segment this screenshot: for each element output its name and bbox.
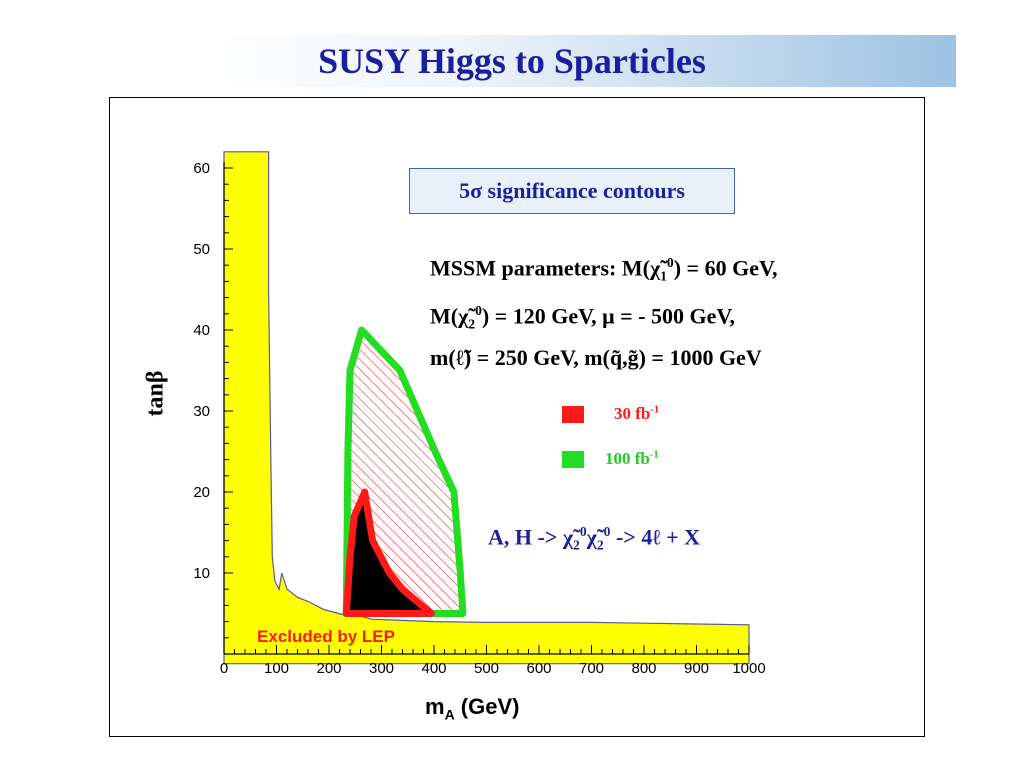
x-tick-label: 700 <box>579 660 604 677</box>
process-chi-2: χ̃ <box>586 524 597 550</box>
params-line-2-end: ) = 120 GeV, μ = - 500 GeV, <box>481 303 735 329</box>
process-chi-2-sub: 2 <box>596 537 604 553</box>
x-tick-label: 300 <box>369 660 394 677</box>
y-axis-title: tanβ <box>142 370 169 417</box>
x-tick-label: 200 <box>316 660 341 677</box>
params-line-2-start: M( <box>430 303 459 329</box>
process-label: A, H -> χ̃20χ̃20 -> 4ℓ + X <box>488 524 700 554</box>
mssm-parameters: MSSM parameters: M(χ̃10) = 60 GeV, M(χ̃2… <box>430 246 910 375</box>
chi1-symbol: χ̃ <box>649 255 661 281</box>
process-chi-1: χ̃ <box>562 524 574 550</box>
x-tick-label: 500 <box>474 660 499 677</box>
params-line-1: MSSM parameters: M(χ̃10) = 60 GeV, <box>430 246 910 294</box>
title-bar <box>195 35 956 87</box>
params-line-3: m(ℓ̃) = 250 GeV, m(q̃,g̃) = 1000 GeV <box>430 345 762 371</box>
chi1-subscript: 1 <box>660 268 667 284</box>
legend-swatch-30fb <box>562 406 584 423</box>
legend-label-30fb: 30 fb-1 <box>614 404 659 424</box>
legend-label-30fb-sup: -1 <box>650 404 660 416</box>
legend-label-30fb-text: 30 fb <box>614 404 651 423</box>
x-tick-label: 800 <box>631 660 656 677</box>
legend-label-100fb-sup: -1 <box>649 449 659 461</box>
x-axis-title-unit: (GeV) <box>454 694 520 719</box>
process-start: A, H -> <box>488 524 563 550</box>
y-tick-label: 40 <box>193 322 210 339</box>
x-axis-title: mA (GeV) <box>425 694 519 722</box>
y-tick-label: 50 <box>193 241 210 258</box>
y-tick-label: 10 <box>193 565 210 582</box>
x-axis-title-sub: A <box>444 706 455 723</box>
x-axis-title-main: m <box>425 694 445 719</box>
legend-swatch-100fb <box>562 451 584 468</box>
chart-frame <box>109 97 925 737</box>
legend-label-100fb-text: 100 fb <box>605 449 650 468</box>
x-tick-label: 1000 <box>732 660 765 677</box>
x-tick-label: 600 <box>526 660 551 677</box>
params-line-1-start: MSSM parameters: M( <box>430 255 650 281</box>
x-tick-label: 900 <box>684 660 709 677</box>
x-tick-label: 400 <box>421 660 446 677</box>
x-tick-label: 100 <box>264 660 289 677</box>
process-chi-1-sub: 2 <box>573 537 580 553</box>
params-line-2: M(χ̃20) = 120 GeV, μ = - 500 GeV, <box>430 294 910 342</box>
chi2-subscript: 2 <box>468 316 476 332</box>
y-tick-label: 20 <box>193 484 210 501</box>
x-tick-label: 0 <box>220 660 228 677</box>
excluded-label: Excluded by LEP <box>257 627 395 646</box>
process-chi-2-sup: 0 <box>603 524 611 539</box>
chi2-symbol: χ̃ <box>458 303 469 329</box>
chi2-superscript: 0 <box>475 302 482 318</box>
chi1-superscript: 0 <box>666 255 674 270</box>
process-end: -> 4ℓ + X <box>610 524 701 550</box>
y-tick-label: 60 <box>193 160 210 177</box>
lep-excluded-region <box>223 151 750 665</box>
significance-box: 5σ significance contours <box>409 168 735 214</box>
y-tick-label: 30 <box>193 403 210 420</box>
contour-30fb <box>342 488 435 617</box>
slide-title: SUSY Higgs to Sparticles <box>318 41 706 81</box>
legend-label-100fb: 100 fb-1 <box>605 449 659 469</box>
process-chi-1-sup: 0 <box>579 524 587 539</box>
params-line-1-end: ) = 60 GeV, <box>673 255 778 281</box>
